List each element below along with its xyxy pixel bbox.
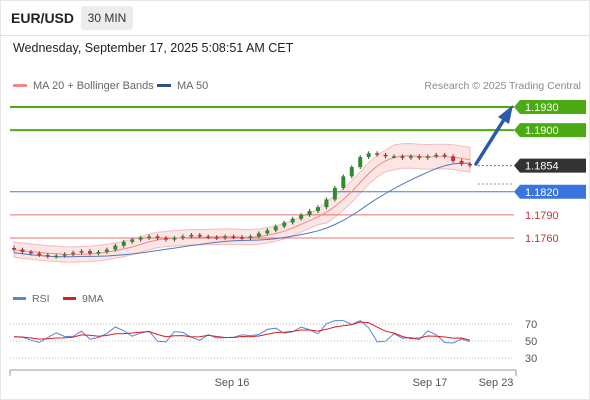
legend-ma20: MA 20 + Bollinger Bands xyxy=(13,80,154,92)
rsi-swatch xyxy=(13,296,26,300)
candle-body xyxy=(265,230,270,234)
candle-body xyxy=(180,236,185,238)
candle-body xyxy=(282,222,287,227)
candle-body xyxy=(392,156,396,158)
candle-body xyxy=(62,254,67,256)
legend-ma20-label: MA 20 + Bollinger Bands xyxy=(33,80,154,92)
rsi-legend-label: RSI xyxy=(32,293,50,305)
copyright-notice: Research © 2025 Trading Central xyxy=(424,80,581,92)
rsi-axis-label-30: 30 xyxy=(525,353,537,365)
candle-body xyxy=(248,236,253,238)
candle-body xyxy=(273,226,278,231)
candle-body xyxy=(349,167,354,177)
level-tag-r2 xyxy=(514,100,586,114)
candle-body xyxy=(37,253,42,255)
candle-body xyxy=(164,238,168,240)
candle-body xyxy=(155,236,160,238)
level-label-s3: 1.1760 xyxy=(525,233,559,245)
top-bar: EUR/USD 30 MIN xyxy=(0,0,590,36)
candle-body xyxy=(20,249,25,252)
candle-body xyxy=(121,241,126,246)
candle-body xyxy=(375,153,380,155)
bollinger-band xyxy=(13,142,471,263)
x-axis-label-0: Sep 16 xyxy=(215,377,250,389)
candle-body xyxy=(189,234,194,237)
candle-body xyxy=(324,199,329,208)
forecast-arrow-head xyxy=(498,105,513,124)
candle-body xyxy=(130,239,135,242)
legend-ma50-label: MA 50 xyxy=(177,80,209,92)
rsi-line xyxy=(13,320,471,344)
level-label-cur: 1.1854 xyxy=(525,161,559,173)
candle-body xyxy=(28,251,33,254)
candle-body xyxy=(408,156,413,158)
rsi-ma-line xyxy=(13,321,471,341)
candle-body xyxy=(214,237,219,239)
level-tag-r1 xyxy=(514,123,586,138)
level-label-s1: 1.1820 xyxy=(525,187,559,199)
candle-body xyxy=(88,251,92,254)
candle-body xyxy=(417,156,422,158)
candle-body xyxy=(138,238,143,240)
candle-body xyxy=(290,218,295,223)
candle-body xyxy=(468,164,472,166)
candle-body xyxy=(299,214,304,219)
candle-body xyxy=(332,187,337,200)
candle-body xyxy=(451,156,456,161)
candle-body xyxy=(434,154,439,157)
candle-body xyxy=(358,157,363,168)
symbol-title: EUR/USD xyxy=(11,10,75,26)
candle-body xyxy=(442,154,447,157)
candle-body xyxy=(223,236,228,238)
candle-body xyxy=(256,233,261,237)
candle-body xyxy=(425,156,430,158)
ma20-swatch xyxy=(13,83,27,87)
candle-body xyxy=(206,236,211,238)
level-tag-cur xyxy=(514,158,586,173)
level-label-r1: 1.1900 xyxy=(525,125,559,137)
rsi-legend-rsi: RSI xyxy=(13,293,50,305)
candle-body xyxy=(197,234,202,237)
legend-ma50: MA 50 xyxy=(157,80,208,92)
candle-body xyxy=(54,255,59,258)
candle-body xyxy=(400,156,405,158)
forecast-arrow-shaft xyxy=(474,116,507,166)
candle-body xyxy=(341,176,346,188)
x-axis-label-2: Sep 23 xyxy=(479,377,514,389)
level-label-r2: 1.1930 xyxy=(525,102,559,114)
x-axis-label-1: Sep 17 xyxy=(413,377,448,389)
candle-body xyxy=(316,207,320,212)
rsi-ma-swatch xyxy=(63,296,76,300)
timeframe-button[interactable]: 30 MIN xyxy=(81,6,133,30)
candle-body xyxy=(147,236,152,238)
level-tag-s1 xyxy=(514,184,586,199)
ma50-line xyxy=(13,162,470,258)
candle-body xyxy=(231,236,236,238)
candle-body xyxy=(45,254,50,257)
candle-body xyxy=(96,251,101,254)
candle-body xyxy=(366,153,371,158)
candle-body xyxy=(307,211,312,215)
rsi-axis-label-50: 50 xyxy=(525,336,537,348)
candle-body xyxy=(459,160,464,165)
candle-body xyxy=(104,249,109,252)
rsi-ma-legend-label: 9MA xyxy=(82,293,104,305)
chart-datetime: Wednesday, September 17, 2025 5:08:51 AM… xyxy=(13,41,294,55)
candle-body xyxy=(12,248,16,250)
rsi-axis-label-70: 70 xyxy=(525,319,537,331)
candle-body xyxy=(79,251,84,253)
ma50-swatch xyxy=(157,83,171,87)
candle-body xyxy=(71,252,76,255)
candle-body xyxy=(113,245,118,250)
rsi-legend-ma: 9MA xyxy=(63,293,104,305)
level-label-s2: 1.1790 xyxy=(525,210,559,222)
candle-body xyxy=(172,238,177,240)
candle-body xyxy=(240,237,244,239)
candle-body xyxy=(383,154,388,157)
